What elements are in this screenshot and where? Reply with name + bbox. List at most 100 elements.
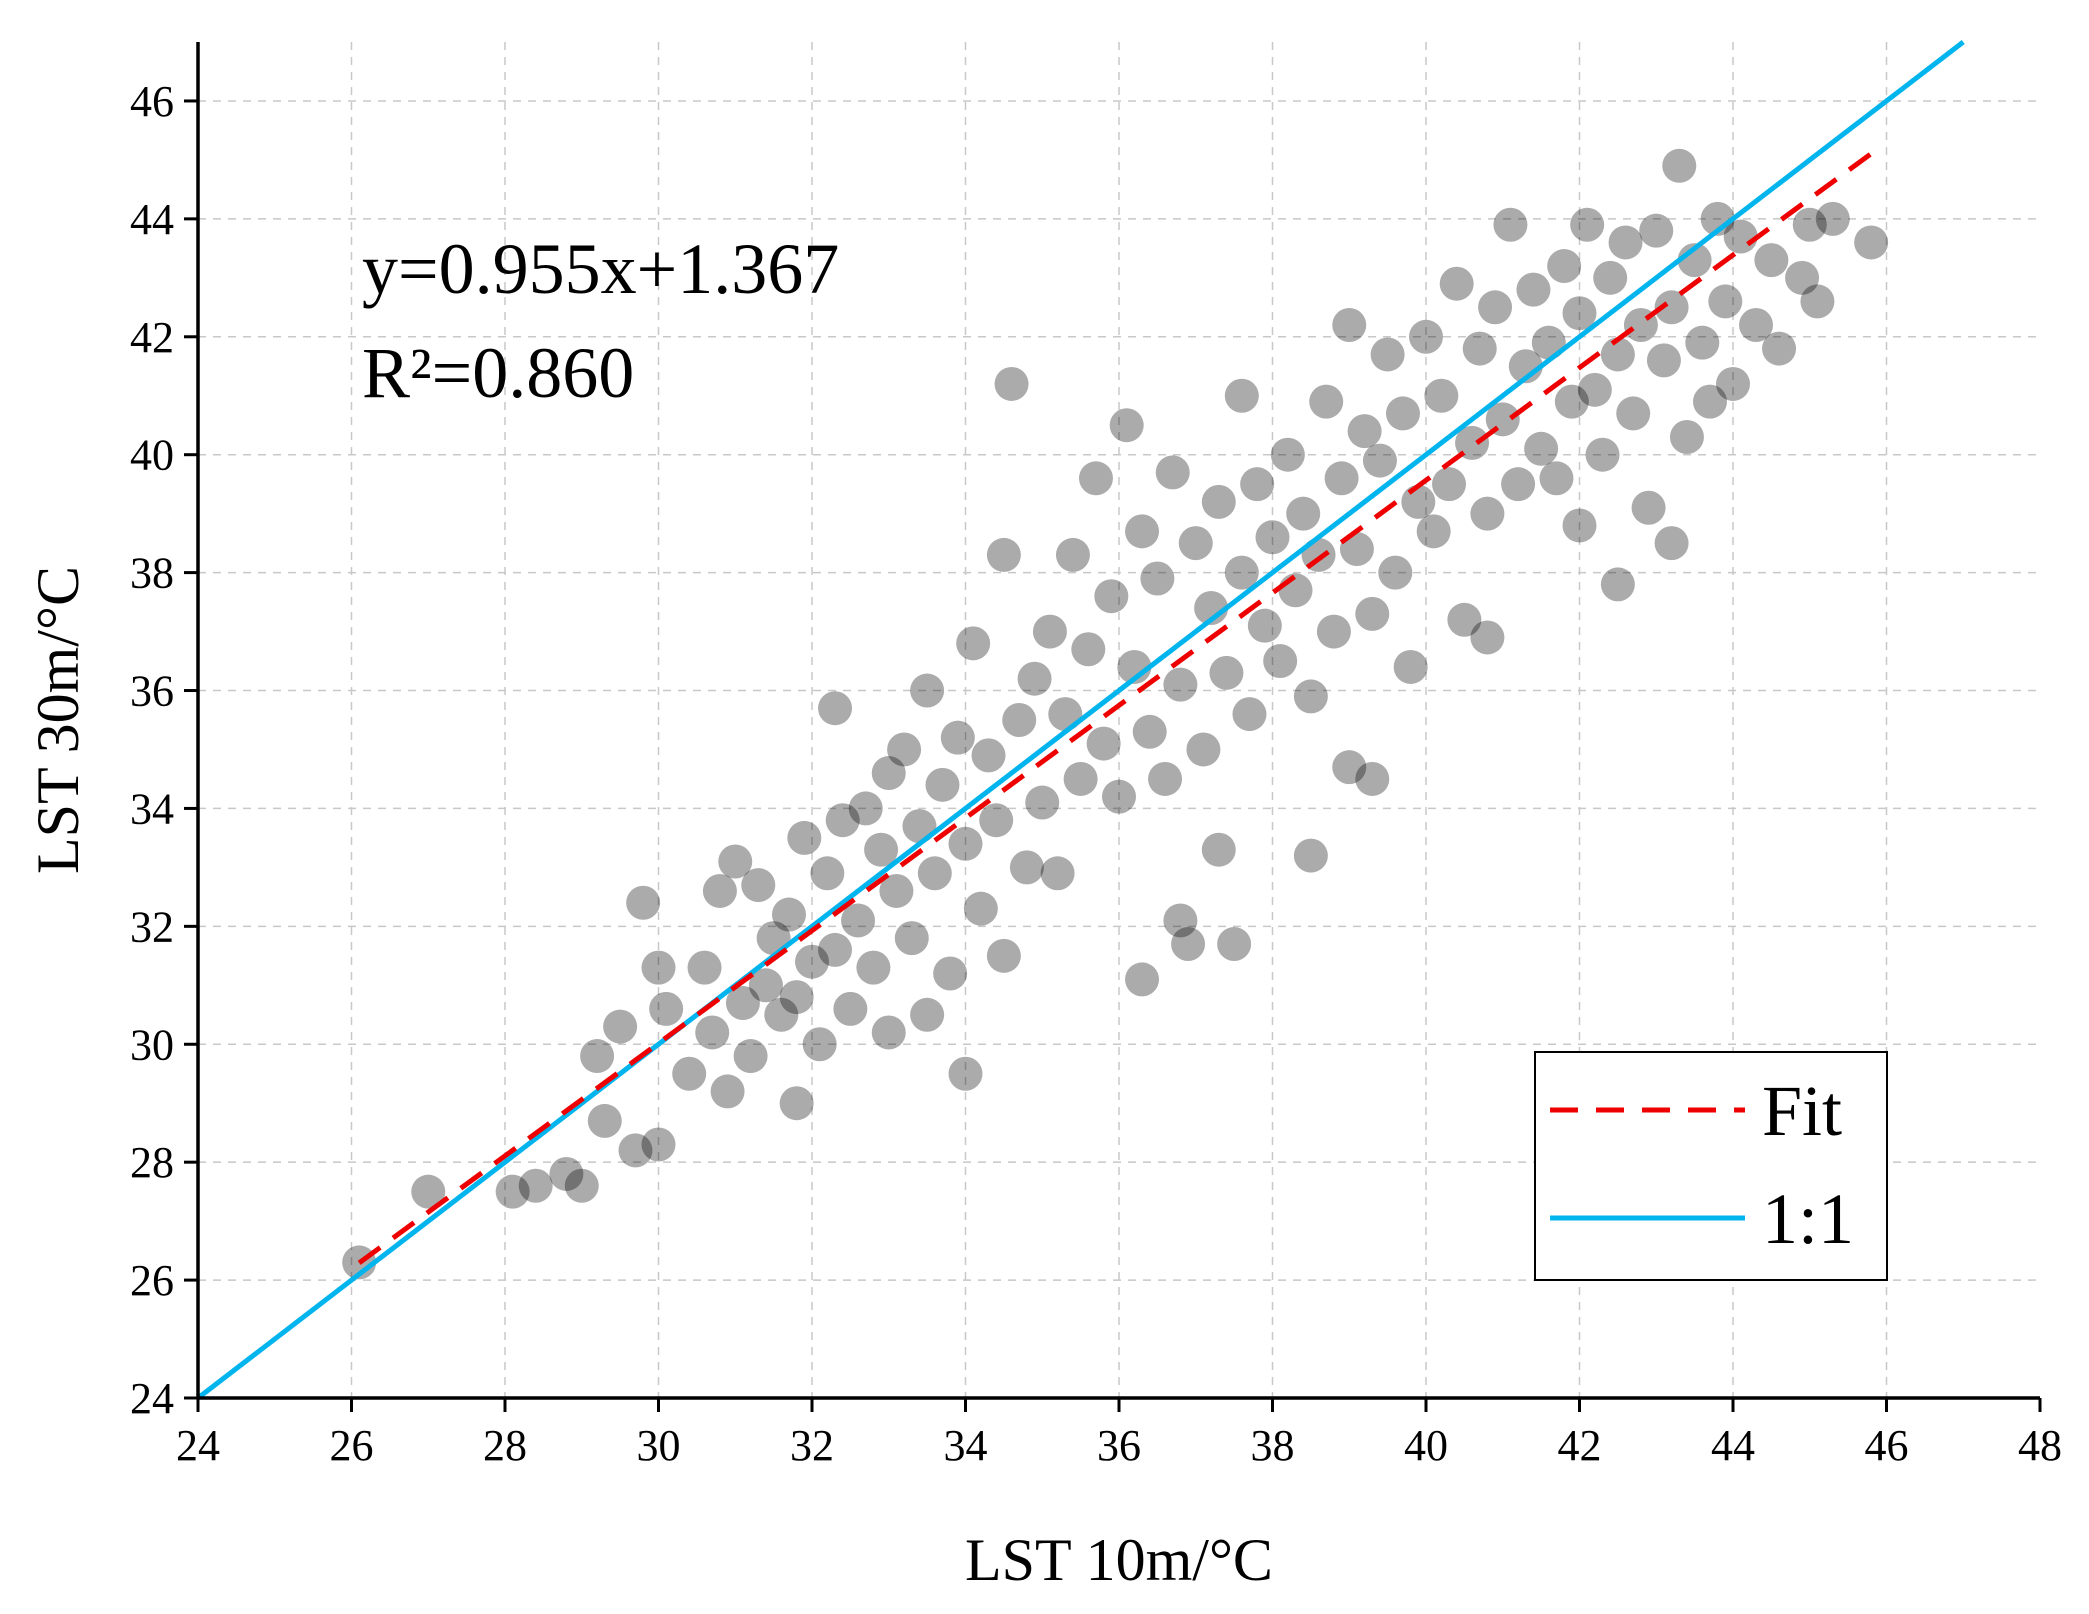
data-point [1554,384,1589,419]
data-point [1792,207,1827,242]
data-point [1716,366,1750,401]
data-point [587,1103,622,1138]
data-point [1078,461,1113,496]
data-point [641,1127,676,1162]
data-point [641,950,676,985]
data-point [825,803,860,838]
data-point [549,1156,584,1191]
data-point [963,891,998,926]
data-point [986,938,1021,973]
data-point [1478,290,1513,325]
data-point [1654,526,1689,561]
data-point [1347,414,1382,449]
data-point [1385,396,1420,431]
data-point [948,1056,983,1091]
data-point [864,832,899,867]
data-point [1432,467,1467,502]
data-point [564,1168,599,1203]
data-point [933,956,968,991]
data-point [1009,850,1044,885]
data-point [1654,290,1689,325]
data-point [856,950,891,985]
data-point [1339,532,1374,567]
data-point [618,1133,653,1168]
data-point [1470,620,1505,655]
data-point [603,1009,638,1044]
data-point [733,1039,768,1074]
data-point [1470,496,1505,531]
data-point [1293,838,1328,873]
data-point [1493,207,1528,242]
x-tick-label: 40 [1404,1421,1448,1470]
data-point [1815,201,1850,236]
data-point [518,1168,553,1203]
data-point [495,1174,530,1209]
x-tick-label: 46 [1865,1421,1909,1470]
data-point [1040,856,1075,891]
data-point [1094,579,1129,614]
data-point [1055,537,1090,572]
data-point [1140,561,1175,596]
legend-box [1534,1051,1888,1281]
data-point [411,1174,446,1209]
data-point [1370,337,1405,372]
y-tick-label: 34 [130,784,174,833]
data-point [702,873,737,908]
data-point [917,856,952,891]
y-tick-label: 26 [130,1256,174,1305]
data-point [902,809,937,844]
data-point [1401,484,1436,519]
data-point [649,991,684,1026]
data-point [1600,567,1635,602]
y-tick-label: 44 [130,195,174,244]
data-point [1455,425,1490,460]
data-point [718,844,753,879]
data-point [1562,296,1597,331]
data-point [1646,343,1681,378]
data-point [1224,555,1259,590]
data-point [1117,649,1152,684]
data-point [1593,260,1628,295]
data-point [887,732,922,767]
data-point [871,756,906,791]
data-point [1539,461,1574,496]
data-point [1585,437,1620,472]
data-point [818,691,853,726]
data-point [1608,225,1643,260]
data-point [771,897,806,932]
data-point [626,885,661,920]
data-point [779,1086,814,1121]
data-point [971,738,1006,773]
data-point [1171,927,1206,962]
data-point [1424,378,1459,413]
data-point [979,803,1014,838]
data-point [1409,319,1443,354]
data-point [1125,514,1160,549]
data-point [1293,679,1328,714]
data-point [1754,243,1789,278]
data-point [687,950,722,985]
data-point [1685,325,1720,360]
data-point [1163,903,1198,938]
data-point [1332,307,1367,342]
data-point [1447,602,1482,637]
data-point [779,980,814,1015]
data-point [871,1015,906,1050]
data-point [741,868,776,903]
data-point [787,820,822,855]
data-point [956,626,991,661]
data-point [1163,667,1198,702]
legend-fit-label: Fit [1762,1071,1842,1151]
y-tick-label: 38 [130,549,174,598]
data-point [1224,378,1259,413]
identity-line [196,40,1965,1400]
data-point [1708,284,1743,319]
data-point [925,767,960,802]
data-point [940,720,975,755]
data-point [848,791,883,826]
data-point [1355,761,1390,796]
data-point [1301,537,1336,572]
data-point [1439,266,1474,301]
data-point [1270,437,1305,472]
